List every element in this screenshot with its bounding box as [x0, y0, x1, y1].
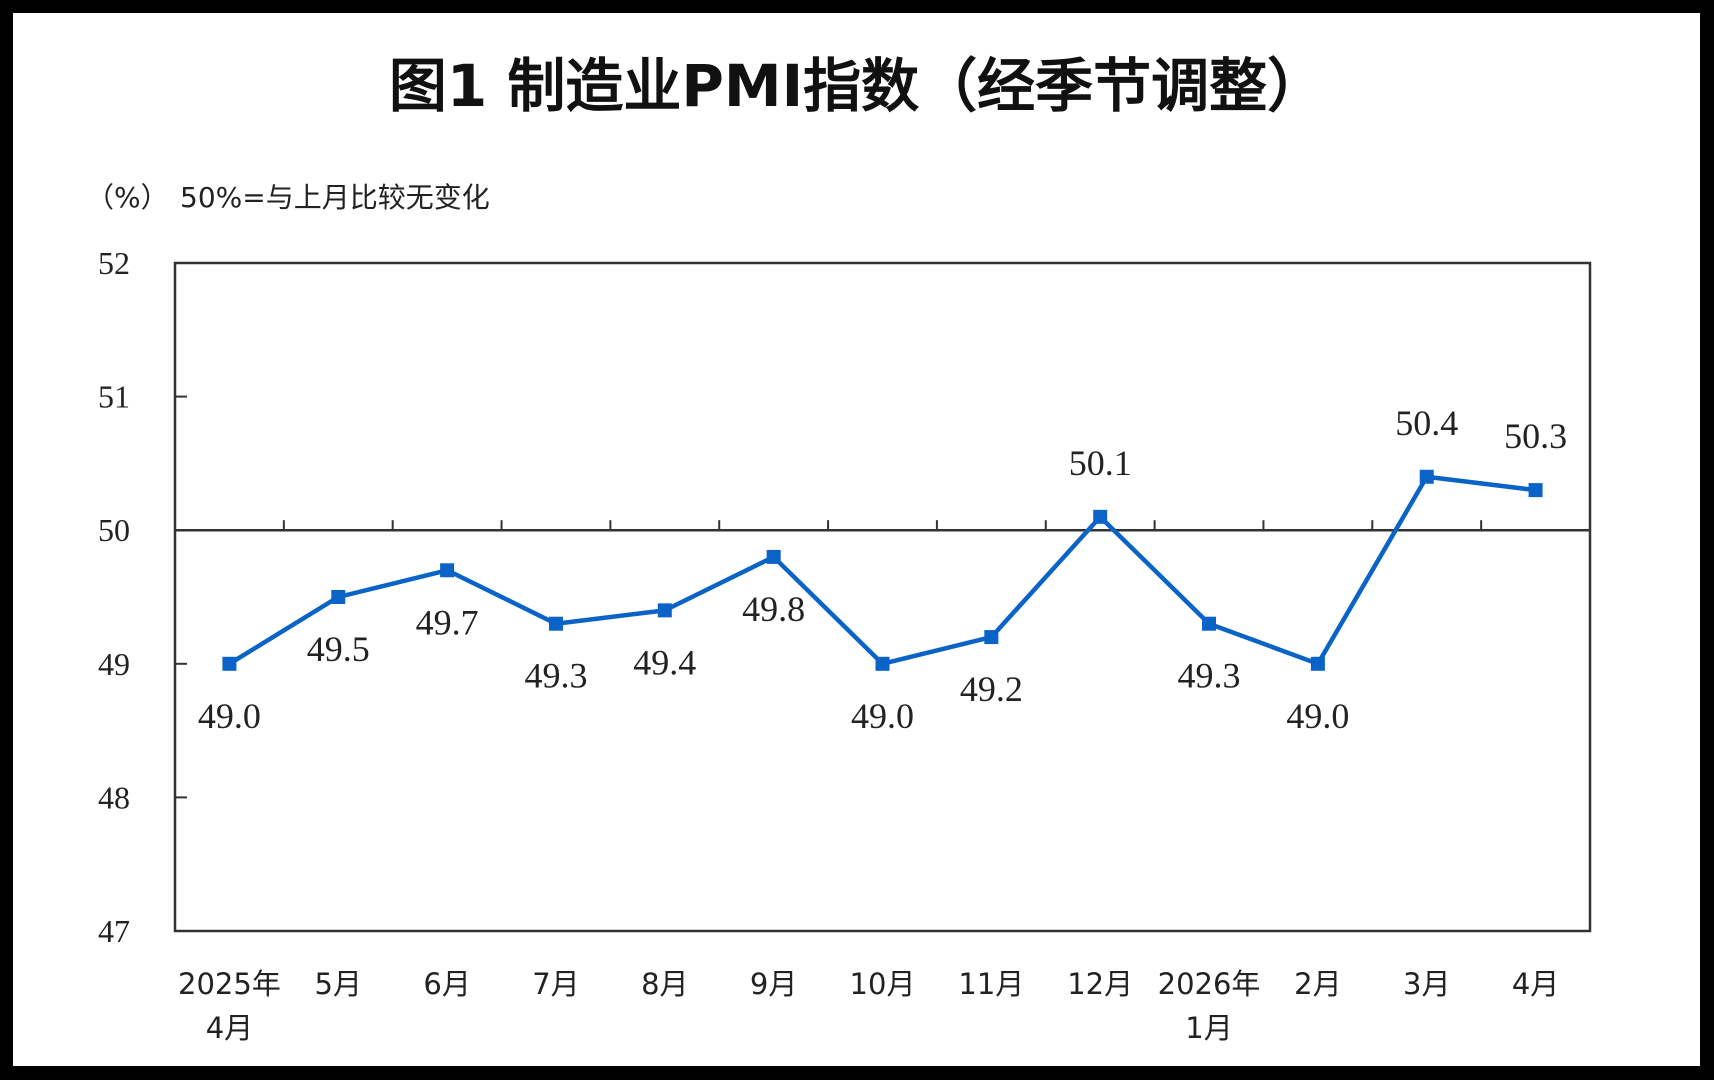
x-tick-label: 3月	[1403, 967, 1450, 1001]
reference-annotation: 50%=与上月比较无变化	[180, 181, 490, 214]
data-label: 50.4	[1395, 403, 1458, 443]
data-point-marker	[1093, 509, 1108, 524]
y-tick-label: 51	[98, 379, 130, 415]
x-tick-label: 9月	[750, 967, 797, 1001]
data-label: 50.1	[1069, 443, 1132, 483]
data-label: 49.8	[742, 589, 805, 629]
x-tick-label: 8月	[641, 967, 688, 1001]
data-label: 49.3	[1178, 656, 1241, 696]
data-point-marker	[657, 603, 672, 618]
data-point-marker	[548, 616, 563, 631]
x-tick-label: 11月	[958, 967, 1024, 1001]
y-tick-label: 48	[98, 779, 130, 815]
data-label: 49.0	[1286, 696, 1349, 736]
data-point-marker	[1202, 616, 1217, 631]
plot-area: 47 48 49 50 51 52 2025年 4月 5月 6月 7月 8月 9月 10月 11月 12月 20…	[98, 245, 1592, 1045]
data-label: 50.3	[1504, 416, 1567, 456]
x-tick-label: 7月	[532, 967, 579, 1001]
x-tick-label: 6月	[423, 967, 470, 1001]
data-label: 49.3	[524, 656, 587, 696]
plot-frame	[173, 261, 1592, 933]
data-point-marker	[1528, 483, 1543, 498]
data-point-marker	[984, 630, 999, 645]
data-label: 49.4	[633, 642, 696, 682]
chart-background	[13, 13, 1700, 1066]
x-tick-label: 2025年	[178, 967, 281, 1001]
y-tick-label: 49	[98, 646, 130, 682]
data-point-marker	[1419, 469, 1434, 484]
data-point-marker	[875, 656, 890, 671]
x-tick-label: 2026年	[1158, 967, 1261, 1001]
y-tick-label: 52	[98, 245, 130, 281]
x-tick-label: 1月	[1185, 1011, 1232, 1045]
y-tick-label: 47	[98, 913, 130, 949]
data-point-marker	[222, 656, 237, 671]
x-tick-label: 5月	[315, 967, 362, 1001]
data-point-marker	[440, 563, 455, 578]
data-label: 49.0	[851, 696, 914, 736]
y-tick-label: 50	[98, 512, 130, 548]
data-point-marker	[331, 590, 346, 604]
data-point-marker	[1310, 656, 1325, 671]
x-tick-label: 4月	[1512, 967, 1559, 1001]
data-label: 49.2	[960, 669, 1023, 709]
y-axis-unit: （%）	[86, 181, 169, 214]
x-tick-label: 2月	[1294, 967, 1341, 1001]
data-label: 49.0	[198, 696, 261, 736]
x-tick-label: 10月	[850, 967, 916, 1001]
data-point-marker	[766, 549, 781, 564]
data-label: 49.7	[416, 602, 479, 642]
x-tick-label: 12月	[1067, 967, 1133, 1001]
data-label: 49.5	[307, 629, 370, 669]
x-tick-label: 4月	[206, 1011, 253, 1045]
chart-title: 图1 制造业PMI指数（经季节调整）	[389, 52, 1325, 120]
